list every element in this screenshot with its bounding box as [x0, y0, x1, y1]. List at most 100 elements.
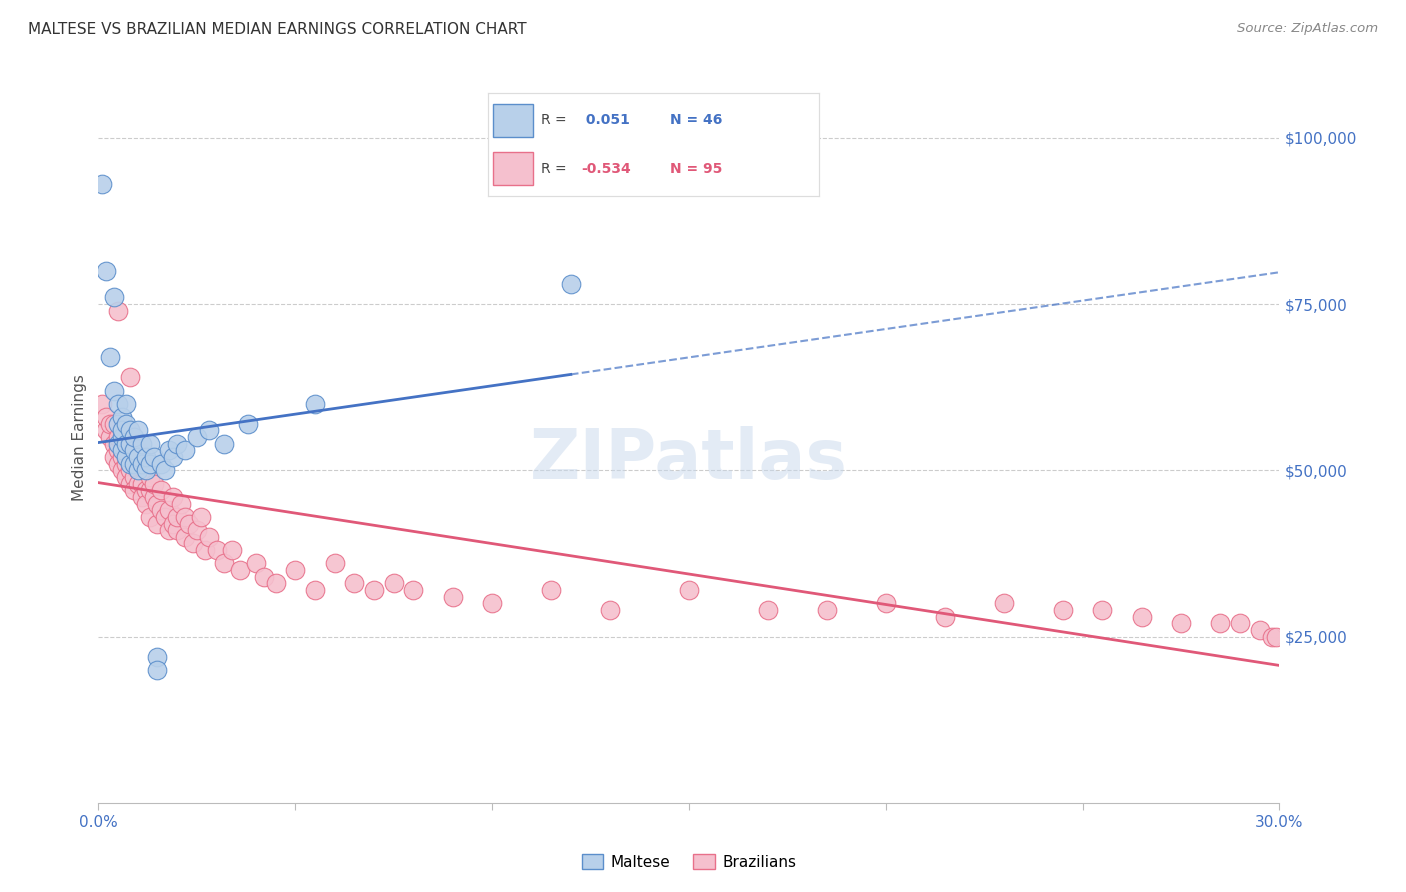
Point: [131, 476, 153, 491]
Point: [150, 483, 173, 498]
Point: [214, 436, 236, 450]
Point: [1260, 630, 1282, 644]
Point: [111, 430, 134, 444]
Point: [166, 436, 188, 450]
Point: [245, 557, 267, 571]
Point: [157, 443, 180, 458]
Point: [103, 450, 125, 464]
Point: [118, 457, 141, 471]
Point: [138, 509, 160, 524]
Point: [122, 443, 145, 458]
Point: [1264, 630, 1286, 644]
Point: [115, 470, 138, 484]
Point: [150, 503, 173, 517]
Point: [181, 536, 204, 550]
Point: [118, 370, 141, 384]
Point: [103, 417, 125, 431]
Point: [1170, 616, 1192, 631]
Point: [115, 430, 138, 444]
Point: [138, 483, 160, 498]
Point: [122, 483, 145, 498]
Point: [91, 397, 114, 411]
Point: [205, 543, 228, 558]
Point: [107, 443, 129, 458]
Point: [118, 436, 141, 450]
Point: [131, 490, 153, 504]
Point: [111, 463, 134, 477]
Point: [194, 543, 217, 558]
Point: [170, 497, 193, 511]
Point: [236, 417, 259, 431]
Point: [138, 436, 160, 450]
Point: [214, 557, 236, 571]
Point: [1249, 623, 1271, 637]
Point: [131, 457, 153, 471]
Point: [107, 397, 129, 411]
Point: [304, 397, 326, 411]
Point: [111, 450, 134, 464]
Legend: Maltese, Brazilians: Maltese, Brazilians: [575, 848, 803, 876]
Text: ZIPatlas: ZIPatlas: [530, 425, 848, 492]
Text: Source: ZipAtlas.com: Source: ZipAtlas.com: [1237, 22, 1378, 36]
Point: [111, 443, 134, 458]
Point: [115, 397, 138, 411]
Point: [875, 596, 897, 610]
Point: [111, 424, 134, 438]
Point: [115, 450, 138, 464]
Point: [177, 516, 200, 531]
Point: [107, 417, 129, 431]
Point: [155, 509, 177, 524]
Point: [157, 503, 180, 517]
Point: [304, 582, 326, 597]
Point: [127, 450, 149, 464]
Point: [157, 523, 180, 537]
Point: [142, 490, 165, 504]
Point: [186, 430, 208, 444]
Point: [122, 457, 145, 471]
Point: [678, 582, 700, 597]
Point: [142, 450, 165, 464]
Point: [115, 443, 138, 458]
Point: [363, 582, 385, 597]
Point: [229, 563, 252, 577]
Point: [174, 443, 197, 458]
Point: [107, 430, 129, 444]
Point: [162, 450, 184, 464]
Point: [253, 570, 276, 584]
Point: [135, 463, 157, 477]
Point: [155, 463, 177, 477]
Point: [118, 424, 141, 438]
Point: [540, 582, 562, 597]
Point: [1091, 603, 1114, 617]
Point: [111, 436, 134, 450]
Point: [138, 470, 160, 484]
Point: [96, 264, 118, 278]
Point: [481, 596, 503, 610]
Point: [934, 609, 956, 624]
Point: [441, 590, 464, 604]
Point: [560, 277, 582, 292]
Point: [138, 457, 160, 471]
Point: [135, 463, 157, 477]
Point: [107, 457, 129, 471]
Point: [174, 509, 197, 524]
Point: [98, 417, 121, 431]
Point: [122, 430, 145, 444]
Point: [115, 417, 138, 431]
Point: [197, 424, 219, 438]
Point: [122, 470, 145, 484]
Point: [1229, 616, 1251, 631]
Point: [197, 530, 219, 544]
Point: [118, 450, 141, 464]
Point: [127, 424, 149, 438]
Point: [1052, 603, 1074, 617]
Point: [150, 457, 173, 471]
Point: [107, 436, 129, 450]
Point: [131, 436, 153, 450]
Point: [146, 649, 169, 664]
Point: [599, 603, 621, 617]
Point: [131, 450, 153, 464]
Point: [221, 543, 243, 558]
Point: [127, 476, 149, 491]
Point: [993, 596, 1015, 610]
